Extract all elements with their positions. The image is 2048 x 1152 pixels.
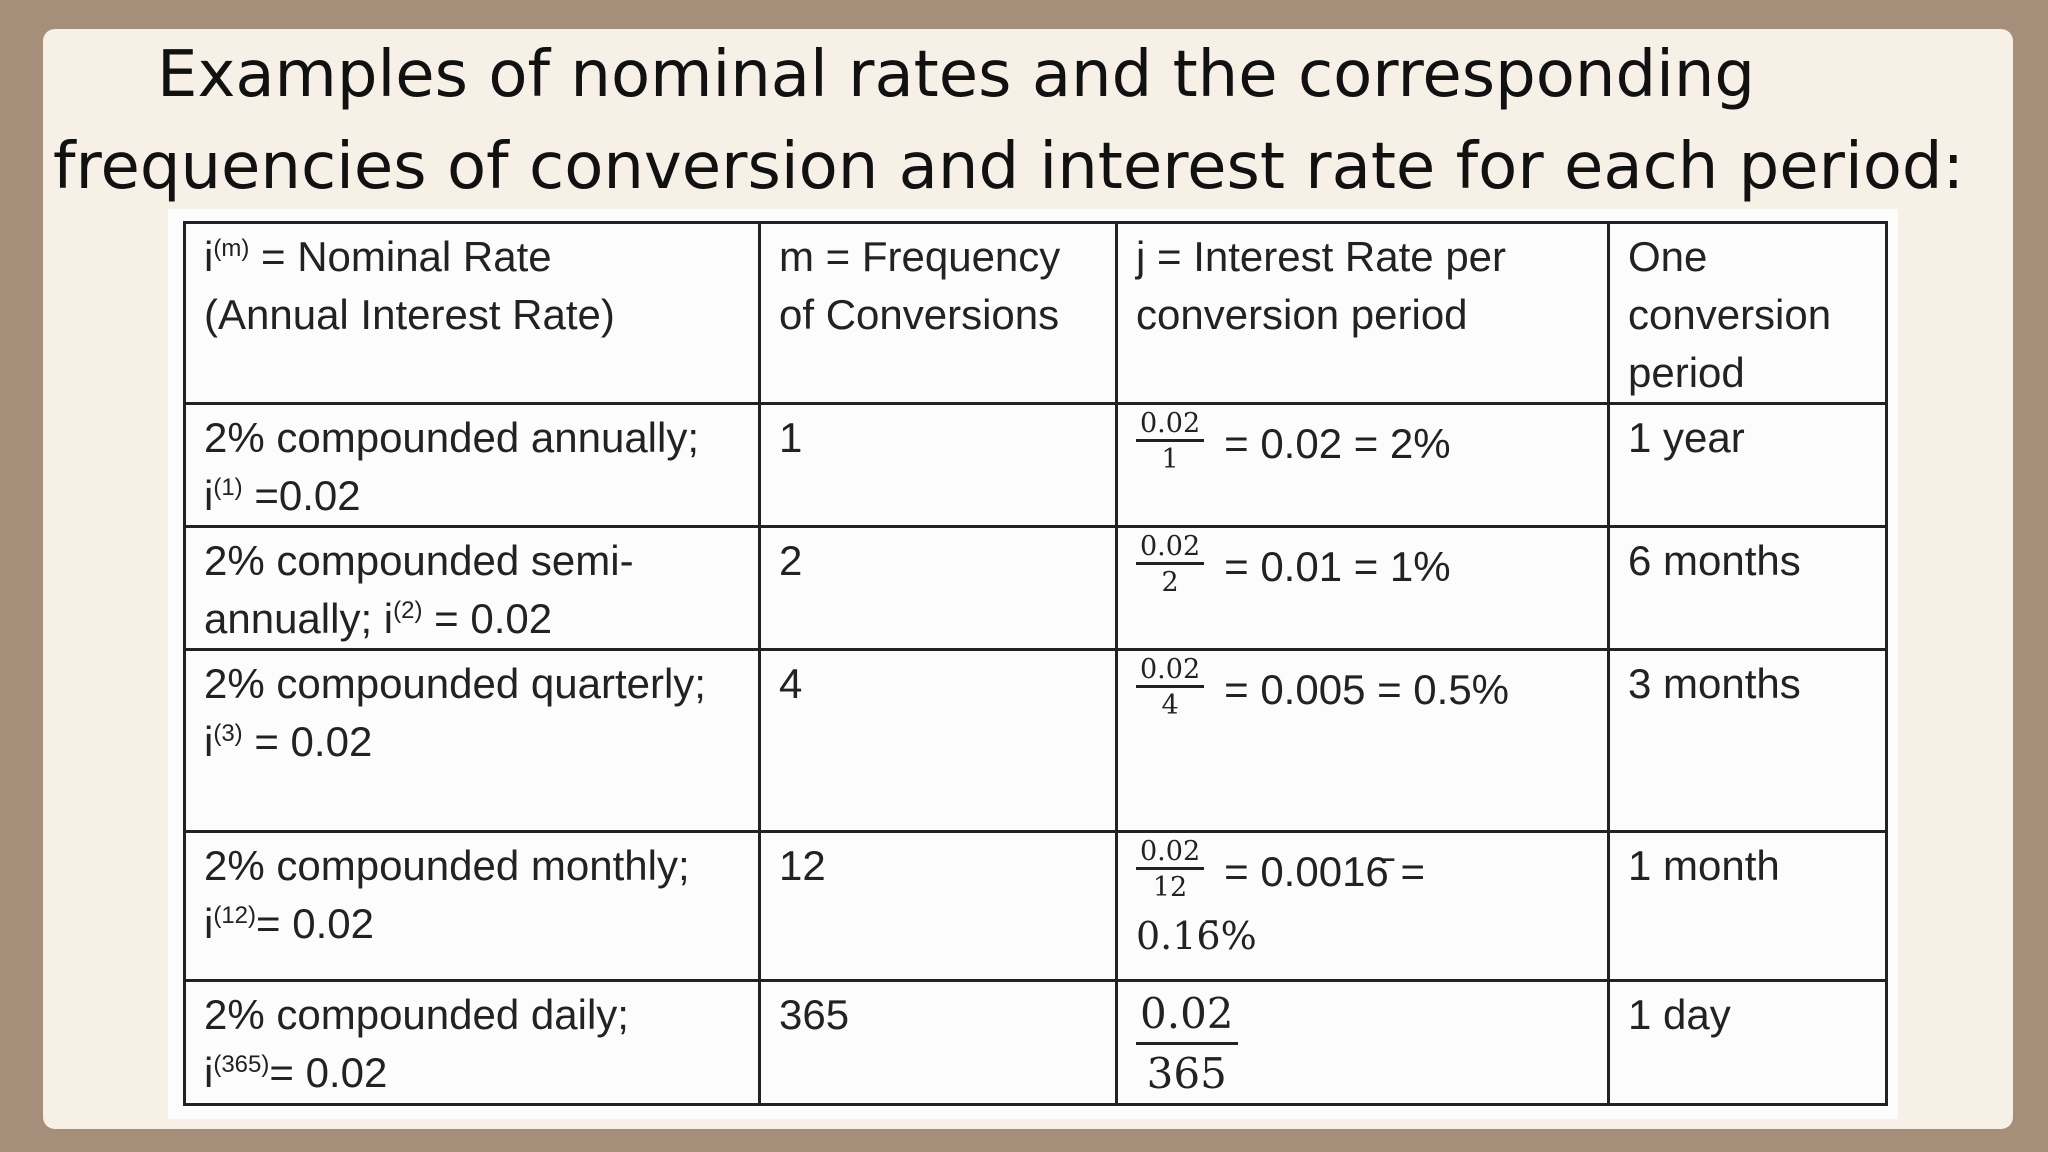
rate-result: = 0.02 = 2% [1224,419,1451,467]
i-value: = 0.02 [269,1049,388,1096]
slide-title: Examples of nominal rates and the corres… [53,29,2003,213]
nominal-text: 2% compounded annually; [204,414,700,461]
slide: Examples of nominal rates and the corres… [43,29,2013,1129]
table-row: 2% compounded daily; i(365)= 0.02 365 0.… [183,979,1888,1106]
header-frequency: m = Frequency of Conversions [758,221,1118,405]
rate-result: = 0.005 = 0.5% [1224,665,1510,713]
cell-frequency: 12 [758,830,1118,982]
fraction-numerator: 0.02 [1136,837,1205,870]
cell-nominal: 2% compounded annually; i(1) =0.02 [183,402,761,528]
rate-result: = 0.0016̄ = [1224,847,1425,895]
i-symbol: i [204,718,214,765]
rate-fraction: 0.02 365 [1136,986,1238,1102]
header-nominal-rate: i(m) = Nominal Rate (Annual Interest Rat… [183,221,761,405]
cell-rate: 0.02 4 = 0.005 = 0.5% [1115,648,1610,833]
fraction-denominator: 365 [1146,1049,1227,1098]
rate-result: = 0.01 = 1% [1224,542,1451,590]
cell-nominal: 2% compounded daily; i(365)= 0.02 [183,979,761,1106]
rate-fraction: 0.02 12 [1136,837,1205,906]
fraction-denominator: 2 [1161,567,1179,598]
cell-period: 1 month [1607,830,1888,982]
table-row: 2% compounded monthly; i(12)= 0.02 12 0.… [183,830,1888,982]
header-nominal-sublabel: (Annual Interest Rate) [204,291,615,338]
title-line-1: Examples of nominal rates and the corres… [157,38,1756,112]
i-superscript: (12) [213,902,257,929]
cell-period: 6 months [1607,525,1888,651]
header-nominal-symbol: i [204,233,214,280]
i-value: =0.02 [242,472,361,519]
cell-period: 1 day [1607,979,1888,1106]
i-symbol: i [204,1049,214,1096]
fraction-numerator: 0.02 [1136,655,1205,688]
i-superscript: (365) [213,1051,270,1078]
cell-rate: 0.02 365 [1115,979,1610,1106]
title-line-2: frequencies of conversion and interest r… [53,130,1965,204]
fraction-denominator: 12 [1152,872,1188,903]
header-nominal-superscript: (m) [213,235,250,262]
header-rate-line-2: conversion period [1136,291,1468,338]
cell-period: 1 year [1607,402,1888,528]
fraction-numerator: 0.02 [1136,986,1238,1045]
cell-frequency: 4 [758,648,1118,833]
rate-fraction: 0.02 2 [1136,532,1205,601]
cell-nominal: 2% compounded monthly; i(12)= 0.02 [183,830,761,982]
rate-fraction: 0.02 4 [1136,655,1205,724]
fraction-numerator: 0.02 [1136,532,1205,565]
i-symbol: i [204,472,214,519]
nominal-text: 2% compounded semi-annually; [204,537,634,642]
i-symbol: i [204,900,214,947]
cell-nominal: 2% compounded quarterly; i(3) = 0.02 [183,648,761,833]
cell-rate: 0.02 12 = 0.0016̄ = 0.16̄% [1115,830,1610,982]
i-value: = 0.02 [256,900,374,947]
fraction-numerator: 0.02 [1136,409,1205,442]
rates-table-panel: i(m) = Nominal Rate (Annual Interest Rat… [168,209,1898,1119]
rate-result-continued: 0.16̄% [1136,914,1257,958]
table-row: 2% compounded annually; i(1) =0.02 1 0.0… [183,402,1888,528]
cell-period: 3 months [1607,648,1888,833]
i-symbol: i [372,595,394,642]
rate-fraction: 0.02 1 [1136,409,1205,478]
cell-rate: 0.02 2 = 0.01 = 1% [1115,525,1610,651]
i-superscript: (1) [213,474,243,501]
nominal-text: 2% compounded daily; [204,991,629,1038]
i-superscript: (3) [213,720,243,747]
nominal-text: 2% compounded quarterly; [204,660,706,707]
header-interest-rate: j = Interest Rate per conversion period [1115,221,1610,405]
cell-frequency: 2 [758,525,1118,651]
cell-nominal: 2% compounded semi-annually; i(2) = 0.02 [183,525,761,651]
table-header-row: i(m) = Nominal Rate (Annual Interest Rat… [183,221,1888,405]
i-value: = 0.02 [422,595,553,642]
i-value: = 0.02 [242,718,373,765]
nominal-text: 2% compounded monthly; [204,842,690,889]
table-row: 2% compounded semi-annually; i(2) = 0.02… [183,525,1888,651]
table-row: 2% compounded quarterly; i(3) = 0.02 4 0… [183,648,1888,833]
cell-rate: 0.02 1 = 0.02 = 2% [1115,402,1610,528]
header-conversion-period: One conversion period [1607,221,1888,405]
header-nominal-label: = Nominal Rate [249,233,552,280]
fraction-denominator: 4 [1161,690,1179,721]
i-superscript: (2) [393,597,423,624]
cell-frequency: 1 [758,402,1118,528]
nominal-rates-table: i(m) = Nominal Rate (Annual Interest Rat… [183,221,1888,1106]
cell-frequency: 365 [758,979,1118,1106]
header-rate-line-1: j = Interest Rate per [1136,233,1507,280]
fraction-denominator: 1 [1161,444,1179,475]
